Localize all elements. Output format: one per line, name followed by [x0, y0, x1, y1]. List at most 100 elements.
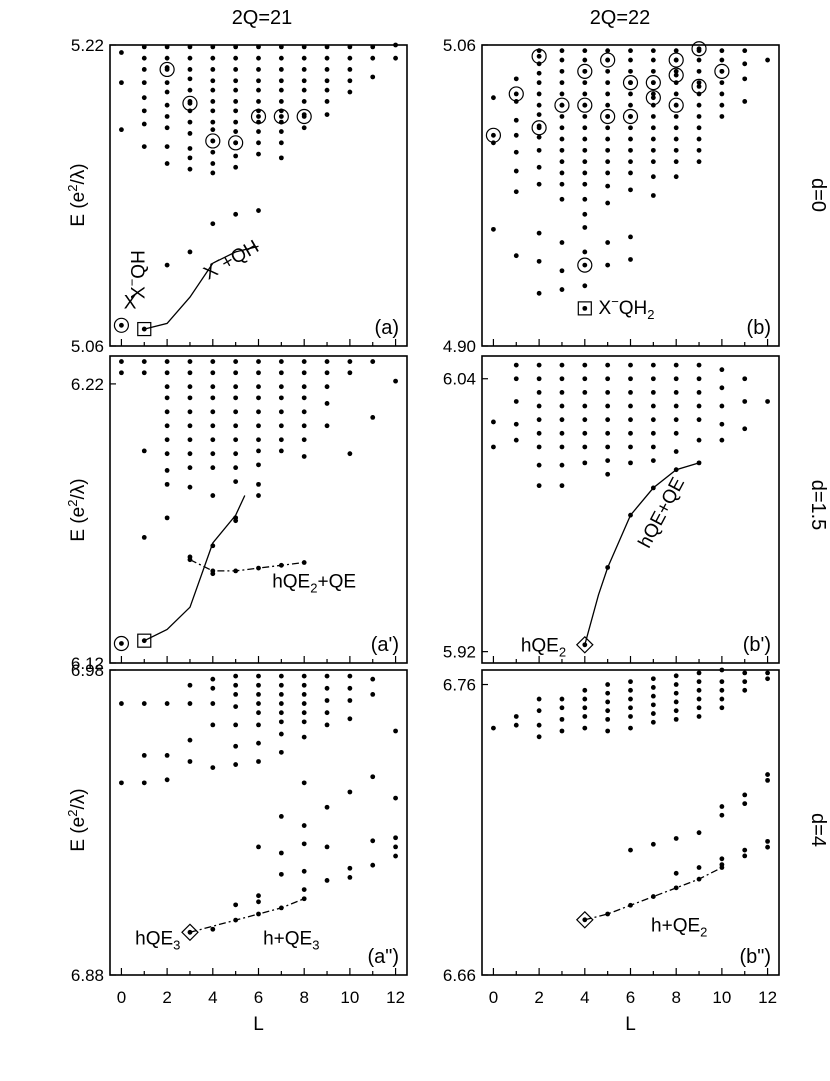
data-point — [119, 50, 124, 55]
data-point — [256, 692, 261, 697]
data-point — [696, 679, 702, 685]
data-point — [719, 812, 725, 818]
data-point — [559, 389, 565, 395]
data-point — [233, 78, 239, 84]
data-point — [164, 102, 170, 108]
data-point — [582, 159, 588, 165]
data-point — [187, 119, 193, 125]
data-point — [210, 451, 216, 457]
data-point — [256, 87, 261, 93]
panel-tag: (a') — [371, 634, 399, 656]
y-tick-label: 6.76 — [443, 676, 476, 695]
data-point — [210, 44, 216, 50]
data-point — [256, 140, 261, 146]
data-point — [278, 409, 284, 415]
data-point — [513, 76, 519, 82]
data-point — [233, 211, 239, 217]
data-point — [650, 159, 656, 165]
data-point — [141, 753, 147, 758]
data-point — [559, 376, 565, 382]
data-point — [559, 705, 565, 711]
data-point — [278, 87, 284, 93]
data-point — [582, 91, 588, 97]
data-point — [696, 830, 702, 836]
data-point — [650, 136, 656, 142]
data-point — [605, 708, 611, 714]
data-point — [187, 87, 193, 93]
data-point — [559, 240, 565, 245]
data-point — [187, 557, 193, 563]
data-point — [324, 112, 330, 118]
data-point — [536, 444, 542, 450]
data-point — [582, 48, 588, 54]
data-point — [233, 673, 239, 679]
data-point — [650, 719, 656, 725]
data-point — [187, 423, 193, 429]
data-point — [324, 67, 330, 72]
data-point — [324, 44, 330, 50]
data-point — [628, 430, 633, 436]
data-point — [696, 876, 702, 882]
diamond-marker — [575, 910, 594, 929]
data-point — [673, 430, 679, 436]
data-point — [719, 696, 725, 702]
data-point — [141, 780, 147, 786]
data-point — [513, 421, 519, 427]
data-point — [370, 359, 376, 364]
data-point — [301, 359, 307, 364]
data-point — [536, 376, 542, 382]
data-point — [650, 485, 656, 491]
data-point — [187, 929, 193, 935]
x-tick-label: 12 — [386, 988, 405, 1007]
annotation: hQE2 — [521, 636, 566, 660]
data-point — [628, 80, 633, 86]
data-point — [210, 493, 216, 498]
data-point — [119, 370, 124, 376]
data-point — [491, 132, 496, 138]
data-point — [164, 409, 170, 415]
data-point — [536, 91, 542, 97]
data-point — [210, 170, 216, 176]
data-point — [742, 670, 748, 676]
data-point — [536, 708, 542, 714]
data-point — [673, 690, 679, 696]
data-point — [559, 57, 565, 63]
data-point — [628, 512, 633, 518]
data-point — [650, 193, 656, 198]
data-point — [233, 87, 239, 93]
annotation: X−QH2 — [599, 294, 655, 322]
data-point — [233, 395, 239, 401]
data-point — [673, 699, 679, 705]
data-point — [278, 749, 284, 755]
data-point — [393, 844, 398, 850]
data-point — [324, 844, 330, 850]
data-point — [696, 376, 702, 382]
data-point — [256, 682, 261, 688]
data-point — [233, 692, 239, 697]
data-point — [559, 159, 565, 165]
data-point — [210, 127, 216, 133]
data-point — [582, 147, 588, 153]
panel-tag: (a) — [375, 317, 399, 339]
data-point — [673, 836, 679, 841]
data-point — [536, 134, 542, 140]
data-point — [605, 417, 611, 423]
y-tick-label: 5.22 — [71, 36, 104, 55]
data-point — [210, 359, 216, 364]
data-point — [233, 67, 239, 72]
data-point — [582, 181, 588, 187]
data-point — [278, 710, 284, 716]
data-point — [164, 395, 170, 401]
data-point — [513, 149, 519, 155]
data-point — [536, 417, 542, 423]
data-point — [719, 865, 725, 870]
data-point — [605, 362, 611, 368]
data-point — [301, 454, 307, 459]
data-point — [370, 692, 376, 697]
data-point — [719, 679, 725, 685]
data-point — [301, 78, 307, 84]
data-point — [628, 376, 633, 382]
data-point — [605, 911, 611, 917]
data-point — [301, 682, 307, 688]
data-point — [141, 55, 147, 61]
